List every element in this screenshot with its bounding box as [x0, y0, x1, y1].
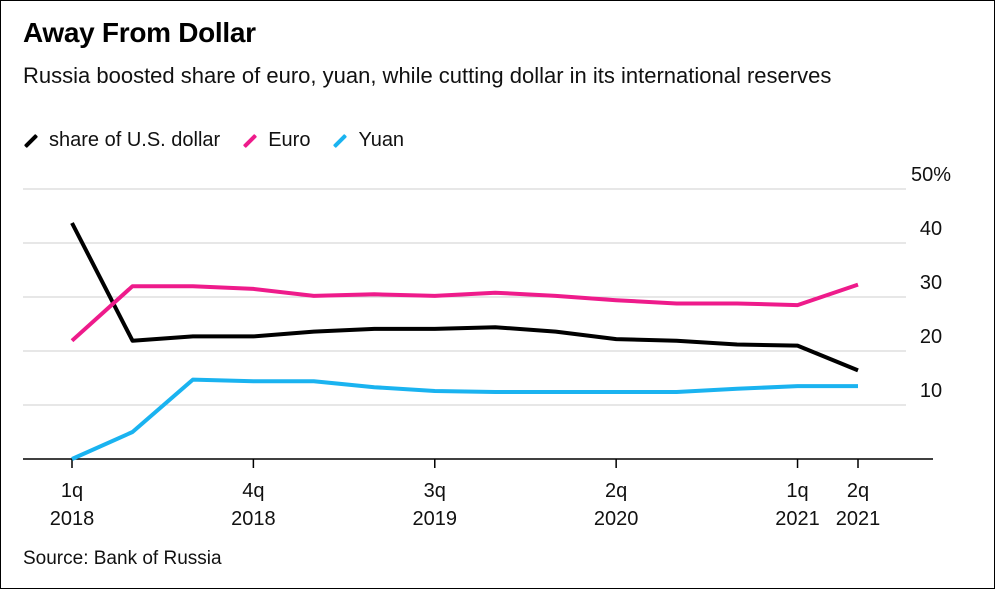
- series-line-yuan: [71, 377, 858, 461]
- legend-label-yuan: Yuan: [358, 129, 405, 151]
- x-tick-label-0-line2: 2018: [50, 508, 95, 530]
- legend-label-dollar: share of U.S. dollar: [49, 129, 221, 151]
- x-tick-label-3-line1: 4q: [242, 480, 264, 502]
- y-axis-labels: 50% 40 30 20 10: [911, 164, 951, 402]
- x-axis: 1q 2018 4q 2018 3q 2019 2q 2020 1q 2021 2q 2021: [23, 458, 933, 530]
- legend-label-euro: Euro: [268, 129, 311, 151]
- y-tick-label-20: 20: [920, 326, 942, 348]
- chart-subtitle: Russia boosted share of euro, yuan, whil…: [23, 63, 832, 88]
- x-tick-label-9-line1: 2q: [605, 480, 627, 502]
- chart-legend: share of U.S. dollar Euro Yuan: [23, 129, 426, 152]
- y-tick-label-50: 50%: [911, 164, 951, 186]
- legend-item-euro: Euro: [242, 129, 310, 152]
- x-tick-label-12-line2: 2021: [775, 508, 820, 530]
- x-tick-label-6-line1: 3q: [424, 480, 446, 502]
- series-line-euro: [70, 282, 859, 343]
- x-tick-label-12-line1: 1q: [786, 480, 808, 502]
- series-lines: [70, 222, 859, 461]
- x-tick-label-13-line1: 2q: [847, 480, 869, 502]
- series-line-dollar: [70, 222, 859, 373]
- chart-title: Away From Dollar: [23, 17, 256, 48]
- legend-item-dollar: share of U.S. dollar: [23, 129, 220, 152]
- x-tick-label-6-line2: 2019: [413, 508, 458, 530]
- x-tick-label-0-line1: 1q: [61, 480, 83, 502]
- source-note: Source: Bank of Russia: [23, 548, 222, 569]
- gridlines: [23, 188, 906, 406]
- x-tick-label-9-line2: 2020: [594, 508, 639, 530]
- y-tick-label-30: 30: [920, 272, 942, 294]
- x-tick-label-3-line2: 2018: [231, 508, 276, 530]
- y-tick-label-40: 40: [920, 218, 942, 240]
- y-tick-label-10: 10: [920, 380, 942, 402]
- x-tick-label-13-line2: 2021: [836, 508, 881, 530]
- legend-item-yuan: Yuan: [332, 129, 404, 152]
